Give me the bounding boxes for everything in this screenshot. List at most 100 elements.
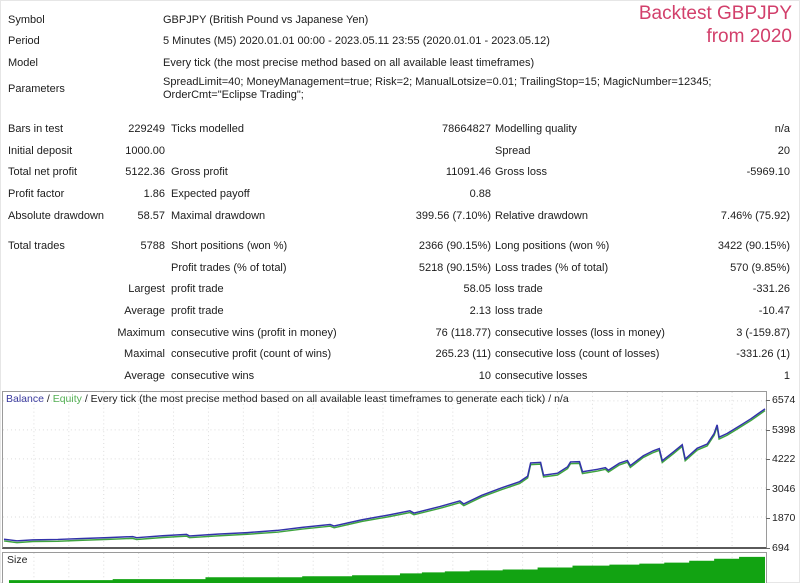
stat-value-3: -331.26 xyxy=(752,283,790,296)
stat-label-3: consecutive losses (loss in money) xyxy=(495,326,665,339)
stat-value-2: 78664827 xyxy=(442,123,491,136)
y-axis-label: 4222 xyxy=(765,453,796,465)
stat-label-3: Loss trades (% of total) xyxy=(495,261,609,274)
stat-value-1: 229249 xyxy=(128,123,165,136)
y-axis-labels: 6574 5398 4222 3046 1870 694 xyxy=(765,391,800,554)
stat-value-2: 2366 (90.15%) xyxy=(418,240,491,253)
stats-rows: Bars in test 229249 Ticks modelled 78664… xyxy=(0,119,800,387)
stat-label-3: consecutive loss (count of losses) xyxy=(495,348,660,361)
legend-balance-label: Balance xyxy=(6,393,44,405)
report-title: Backtest GBPJPY from 2020 xyxy=(639,2,792,48)
stat-label-2: profit trade xyxy=(171,305,224,318)
stat-label-2: consecutive wins (profit in money) xyxy=(171,326,337,339)
stat-label-2: consecutive wins xyxy=(171,369,255,382)
info-row: Parameters SpreadLimit=40; MoneyManageme… xyxy=(0,74,800,105)
stats-row: Largest profit trade 58.05 loss trade -3… xyxy=(0,279,800,301)
stat-label-2: Expected payoff xyxy=(171,188,250,201)
stat-label-2: Maximal drawdown xyxy=(171,209,266,222)
stat-label-2: profit trade xyxy=(171,283,224,296)
stat-value-1: 5122.36 xyxy=(125,166,165,179)
y-axis-label: 6574 xyxy=(765,394,796,406)
stat-value-1: 5788 xyxy=(140,240,165,253)
report-title-line2: from 2020 xyxy=(706,26,792,47)
stats-row: Absolute drawdown 58.57 Maximal drawdown… xyxy=(0,205,800,227)
stat-label-1: Initial deposit xyxy=(8,144,73,157)
y-axis-label: 5398 xyxy=(765,424,796,436)
stat-value-3: 7.46% (75.92) xyxy=(720,209,790,222)
stat-value-2: 10 xyxy=(478,369,491,382)
legend-equity-label: Equity xyxy=(52,393,82,405)
stats-row: Initial deposit 1000.00 Spread 20 xyxy=(0,140,800,162)
info-rows: Symbol GBPJPY (British Pound vs Japanese… xyxy=(0,9,800,105)
size-chart-svg xyxy=(8,553,766,583)
report-title-line1: Backtest GBPJPY xyxy=(638,3,792,24)
stat-value-2: 399.56 (7.10%) xyxy=(415,209,491,222)
balance-chart-panel: Balance / Equity / Every tick (the most … xyxy=(2,391,767,549)
stat-value-2: 0.88 xyxy=(469,188,491,201)
stat-value-3: -331.26 (1) xyxy=(736,348,790,361)
info-value: 5 Minutes (M5) 2020.01.01 00:00 - 2023.0… xyxy=(163,35,550,48)
stat-value-3: 3 (-159.87) xyxy=(736,326,790,339)
info-row: Model Every tick (the most precise metho… xyxy=(0,52,800,74)
legend-separator: / xyxy=(81,393,91,405)
y-axis-label: 1870 xyxy=(765,512,796,524)
stat-label-1: Profit factor xyxy=(8,188,65,201)
stat-value-1: Maximum xyxy=(117,326,165,339)
chart-legend: Balance / Equity / Every tick (the most … xyxy=(6,393,569,405)
stat-label-3: Long positions (won %) xyxy=(495,240,610,253)
stat-label-3: Modelling quality xyxy=(495,123,577,136)
stats-row: Average profit trade 2.13 loss trade -10… xyxy=(0,300,800,322)
stat-value-2: 2.13 xyxy=(469,305,491,318)
stats-row: Total trades 5788 Short positions (won %… xyxy=(0,235,800,257)
stat-label-3: consecutive losses xyxy=(495,369,588,382)
stat-value-3: 570 (9.85%) xyxy=(730,261,790,274)
stat-value-2: 76 (118.77) xyxy=(435,326,491,339)
legend-separator: / xyxy=(43,393,53,405)
info-label: Symbol xyxy=(8,13,45,26)
stat-value-3: 3422 (90.15%) xyxy=(717,240,790,253)
stat-label-2: Gross profit xyxy=(171,166,228,179)
size-chart-panel: Size xyxy=(2,552,767,583)
stat-value-3: -5969.10 xyxy=(746,166,790,179)
info-label: Parameters xyxy=(8,83,65,95)
stat-label-2: Profit trades (% of total) xyxy=(171,261,287,274)
stat-label-2: Ticks modelled xyxy=(171,123,244,136)
stats-row: Profit trades (% of total) 5218 (90.15%)… xyxy=(0,257,800,279)
legend-separator: / xyxy=(545,393,555,405)
stat-value-2: 11091.46 xyxy=(445,166,491,179)
stat-value-3: -10.47 xyxy=(758,305,790,318)
stat-label-1: Absolute drawdown xyxy=(8,209,105,222)
stat-value-1: Maximal xyxy=(124,348,165,361)
size-panel-label: Size xyxy=(7,554,28,566)
info-value: GBPJPY (British Pound vs Japanese Yen) xyxy=(163,13,369,26)
legend-na: n/a xyxy=(554,393,569,405)
info-value: SpreadLimit=40; MoneyManagement=true; Ri… xyxy=(163,75,712,102)
stat-value-1: Largest xyxy=(128,283,165,296)
info-label: Period xyxy=(8,35,40,48)
stat-label-3: Gross loss xyxy=(495,166,547,179)
stat-label-1: Bars in test xyxy=(8,123,64,136)
stats-row: Maximal consecutive profit (count of win… xyxy=(0,343,800,365)
stat-value-1: 58.57 xyxy=(137,209,165,222)
stats-row: Profit factor 1.86 Expected payoff 0.88 xyxy=(0,183,800,205)
legend-description: Every tick (the most precise method base… xyxy=(90,393,546,405)
stat-label-3: loss trade xyxy=(495,283,543,296)
stat-label-3: loss trade xyxy=(495,305,543,318)
report-body: Symbol GBPJPY (British Pound vs Japanese… xyxy=(0,9,800,387)
stat-value-1: Average xyxy=(124,369,165,382)
info-row: Period 5 Minutes (M5) 2020.01.01 00:00 -… xyxy=(0,31,800,53)
stat-value-1: 1000.00 xyxy=(125,144,165,157)
stats-row: Maximum consecutive wins (profit in mone… xyxy=(0,322,800,344)
y-axis-label: 694 xyxy=(766,542,790,554)
stat-label-3: Relative drawdown xyxy=(495,209,588,222)
y-axis-label: 3046 xyxy=(765,483,796,495)
stat-value-2: 58.05 xyxy=(463,283,491,296)
stats-row: Bars in test 229249 Ticks modelled 78664… xyxy=(0,119,800,141)
stat-value-2: 265.23 (11) xyxy=(435,348,491,361)
stat-label-2: consecutive profit (count of wins) xyxy=(171,348,332,361)
balance-chart-svg xyxy=(3,392,766,547)
stats-row: Average consecutive wins 10 consecutive … xyxy=(0,365,800,387)
info-label: Model xyxy=(8,56,38,69)
info-value: Every tick (the most precise method base… xyxy=(163,56,535,69)
